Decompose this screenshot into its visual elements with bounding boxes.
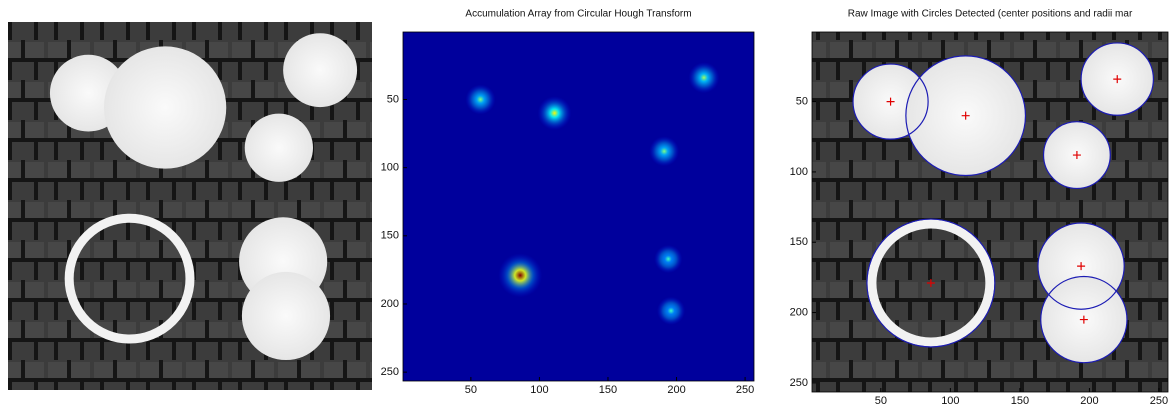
accumulator-peak: [649, 136, 680, 167]
x-tick-label: 100: [530, 384, 548, 396]
accumulator-peak: [498, 253, 543, 298]
center-marker: [1072, 151, 1081, 160]
x-tick-label: 50: [875, 395, 887, 407]
center-marker: [1079, 315, 1088, 324]
y-tick-label: 100: [381, 162, 399, 174]
y-tick-label: 100: [790, 166, 808, 178]
ring-blob: [64, 213, 195, 344]
x-tick-label: 200: [1080, 395, 1098, 407]
y-tick-label: 150: [381, 230, 399, 242]
x-tick-label: 250: [736, 384, 754, 396]
detected-circle: [1040, 275, 1128, 364]
x-tick-label: 150: [599, 384, 617, 396]
detected-circle: [1042, 121, 1111, 190]
center-marker: [961, 111, 970, 120]
ring-blob: [867, 219, 995, 347]
x-tick-label: 200: [667, 384, 685, 396]
x-tick-label: 50: [465, 384, 477, 396]
y-tick-label: 200: [381, 298, 399, 310]
x-tick-label: 150: [1011, 395, 1029, 407]
center-marker: [886, 97, 895, 106]
axes-frame: [811, 31, 1169, 393]
disk-blob: [103, 46, 227, 169]
disk-blob: [241, 271, 331, 361]
disk-blob: [244, 113, 313, 182]
accumulator-peak: [465, 84, 496, 115]
accumulator-peak: [537, 96, 572, 130]
y-tick-label: 250: [790, 377, 808, 389]
detected-circle: [866, 218, 996, 348]
accumulator-peak: [688, 62, 720, 94]
detected-circle: [905, 55, 1027, 177]
detected-circle: [852, 63, 929, 140]
center-marker: [1113, 75, 1122, 84]
y-tick-label: 50: [796, 96, 808, 108]
panel-title: Accumulation Array from Circular Hough T…: [465, 9, 691, 20]
y-tick-label: 50: [387, 93, 399, 105]
disk-blob: [283, 33, 358, 108]
x-tick-label: 250: [1150, 395, 1168, 407]
detected-circle: [1037, 222, 1125, 310]
center-marker: [1077, 262, 1086, 271]
center-marker: [926, 279, 935, 288]
x-tick-label: 100: [941, 395, 959, 407]
detected-circle: [1080, 42, 1154, 116]
y-tick-label: 250: [381, 366, 399, 378]
accumulator-peak: [656, 296, 686, 325]
panel-title: Raw Image with Circles Detected (center …: [848, 9, 1133, 20]
y-tick-label: 200: [790, 306, 808, 318]
y-tick-label: 150: [790, 236, 808, 248]
accumulator-peak: [654, 244, 683, 274]
axes-frame: [402, 31, 755, 382]
